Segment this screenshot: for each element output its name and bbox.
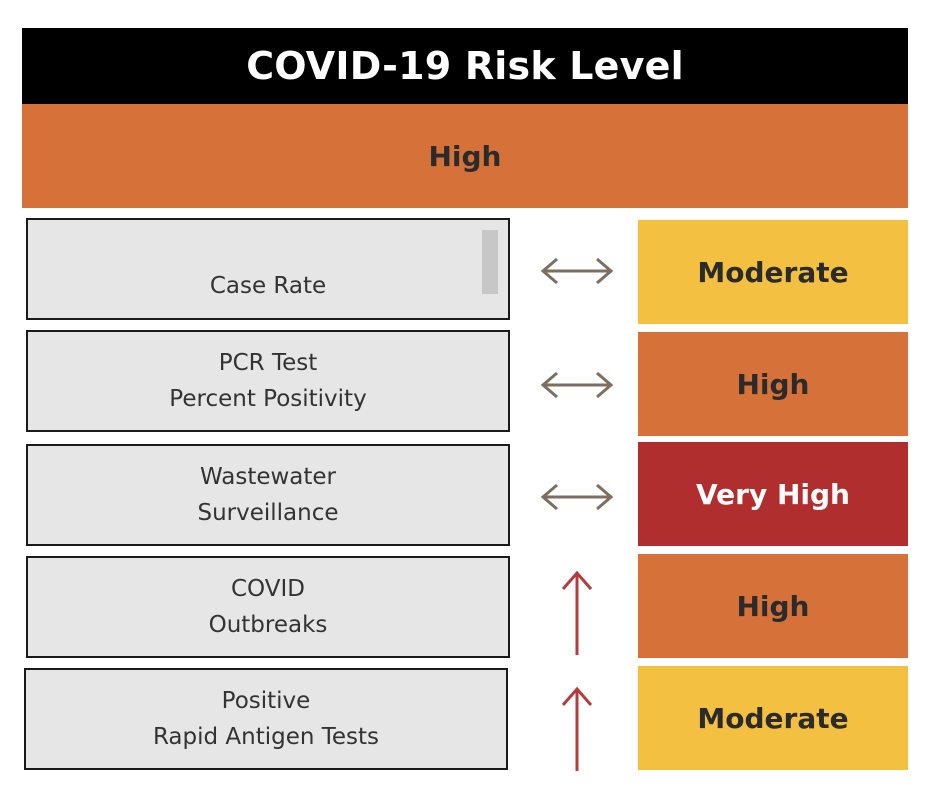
metric-label-line-2: Surveillance (197, 500, 339, 526)
metric-outbreaks: COVID Outbreaks (26, 556, 510, 658)
risk-badge-wastewater: Very High (638, 442, 908, 546)
risk-badge-rapid-antigen: Moderate (638, 666, 908, 770)
metric-label-line-2: Outbreaks (208, 612, 328, 638)
left-right-arrow-icon (530, 220, 624, 322)
metric-label-line-2: Percent Positivity (169, 386, 367, 412)
metric-rapid-antigen: Positive Rapid Antigen Tests (24, 668, 508, 770)
metric-label-line-1: PCR Test (218, 350, 318, 376)
metric-label-line-1: Wastewater (199, 464, 337, 490)
overall-risk-level: High (22, 104, 908, 208)
metric-wastewater: Wastewater Surveillance (26, 444, 510, 546)
metric-label-line-2: Rapid Antigen Tests (152, 724, 380, 750)
scrollbar-thumb[interactable] (482, 230, 498, 294)
left-right-arrow-icon (530, 334, 624, 436)
up-arrow-icon (530, 678, 624, 780)
left-right-arrow-icon (530, 446, 624, 548)
up-arrow-icon (530, 562, 624, 664)
metric-pcr-positivity: PCR Test Percent Positivity (26, 330, 510, 432)
risk-badge-case-rate: Moderate (638, 220, 908, 324)
risk-badge-outbreaks: High (638, 554, 908, 658)
metric-label: Case Rate (209, 273, 327, 299)
risk-badge-pcr-positivity: High (638, 332, 908, 436)
metric-case-rate: Case Rate (26, 218, 510, 320)
metric-label-line-1: Positive (221, 688, 311, 714)
metric-label-line-1: COVID (231, 576, 305, 602)
page-title: COVID-19 Risk Level (22, 28, 908, 104)
